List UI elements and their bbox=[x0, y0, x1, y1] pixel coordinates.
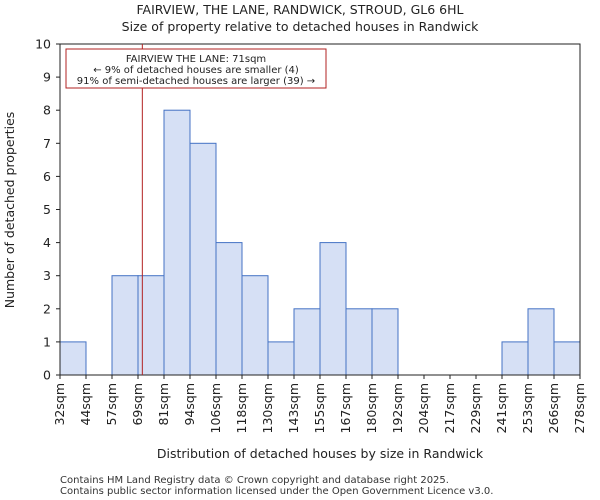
annotation-box: FAIRVIEW THE LANE: 71sqm ← 9% of detache… bbox=[65, 48, 327, 89]
y-tick-label: 2 bbox=[43, 301, 51, 316]
footer-line-2: Contains public sector information licen… bbox=[60, 486, 493, 497]
x-tick-label-229sqm: 229sqm bbox=[468, 383, 483, 433]
bar-241sqm bbox=[501, 341, 529, 376]
y-tick-label: 1 bbox=[43, 334, 51, 349]
x-tick-label-155sqm: 155sqm bbox=[312, 383, 327, 433]
x-tick-label-180sqm: 180sqm bbox=[364, 383, 379, 433]
plot-frame bbox=[59, 43, 581, 376]
x-tick-label-241sqm: 241sqm bbox=[494, 383, 509, 433]
x-axis-label: Distribution of detached houses by size … bbox=[157, 446, 484, 461]
chart-subtitle: Size of property relative to detached ho… bbox=[122, 19, 479, 34]
y-tick-label: 4 bbox=[43, 235, 51, 250]
y-tick-label: 10 bbox=[35, 37, 51, 52]
chart-title: FAIRVIEW, THE LANE, RANDWICK, STROUD, GL… bbox=[137, 2, 464, 17]
y-tick-label: 3 bbox=[43, 268, 51, 283]
x-ticks-group: 32sqm 44sqm 57sqm 69sqm 81sqm 94sqm 106sqm 118s… bbox=[52, 375, 587, 433]
y-ticks-group: 0 1 2 3 4 5 6 7 8 9 10 bbox=[35, 37, 60, 383]
annotation-line-1: FAIRVIEW THE LANE: 71sqm bbox=[126, 54, 266, 65]
x-tick-label-204sqm: 204sqm bbox=[416, 383, 431, 433]
bar-81sqm bbox=[163, 109, 191, 376]
x-tick-label-167sqm: 167sqm bbox=[338, 383, 353, 433]
bar-57sqm bbox=[111, 275, 139, 376]
x-tick-label-143sqm: 143sqm bbox=[286, 383, 301, 433]
x-tick-label-57sqm: 57sqm bbox=[104, 383, 119, 426]
annotation-line-3: 91% of semi-detached houses are larger (… bbox=[77, 76, 315, 87]
y-axis-label: Number of detached properties bbox=[2, 112, 17, 309]
x-tick-label-94sqm: 94sqm bbox=[182, 383, 197, 426]
x-tick-label-217sqm: 217sqm bbox=[442, 383, 457, 433]
x-tick-label-32sqm: 32sqm bbox=[52, 383, 67, 426]
x-tick-label-69sqm: 69sqm bbox=[130, 383, 145, 426]
bar-180sqm bbox=[371, 308, 399, 376]
y-tick-label: 7 bbox=[43, 136, 51, 151]
bar-94sqm bbox=[189, 142, 217, 376]
y-tick-label: 5 bbox=[43, 202, 51, 217]
y-tick-label: 9 bbox=[43, 70, 51, 85]
y-tick-label: 6 bbox=[43, 169, 51, 184]
x-tick-label-266sqm: 266sqm bbox=[546, 383, 561, 433]
x-tick-label-44sqm: 44sqm bbox=[78, 383, 93, 426]
annotation-border bbox=[65, 48, 327, 89]
bar-106sqm bbox=[215, 242, 243, 376]
y-tick-label: 8 bbox=[43, 103, 51, 118]
bar-253sqm bbox=[527, 308, 555, 376]
x-tick-label-192sqm: 192sqm bbox=[390, 383, 405, 433]
bar-266sqm bbox=[553, 341, 581, 376]
bar-130sqm bbox=[267, 341, 295, 376]
x-tick-label-81sqm: 81sqm bbox=[156, 383, 171, 426]
y-tick-label: 0 bbox=[43, 368, 51, 383]
x-tick-label-253sqm: 253sqm bbox=[520, 383, 535, 433]
bar-155sqm bbox=[319, 242, 347, 376]
annotation-line-2: ← 9% of detached houses are smaller (4) bbox=[93, 65, 299, 76]
bar-32sqm bbox=[59, 341, 87, 376]
footer-line-1: Contains HM Land Registry data © Crown c… bbox=[60, 475, 449, 486]
x-tick-label-278sqm: 278sqm bbox=[572, 383, 587, 433]
x-tick-label-118sqm: 118sqm bbox=[234, 383, 249, 433]
x-tick-label-130sqm: 130sqm bbox=[260, 383, 275, 433]
bar-118sqm bbox=[241, 275, 269, 376]
x-tick-label-106sqm: 106sqm bbox=[208, 383, 223, 433]
bar-143sqm bbox=[293, 308, 321, 376]
bar-167sqm bbox=[345, 308, 373, 376]
bars-group bbox=[59, 109, 581, 376]
